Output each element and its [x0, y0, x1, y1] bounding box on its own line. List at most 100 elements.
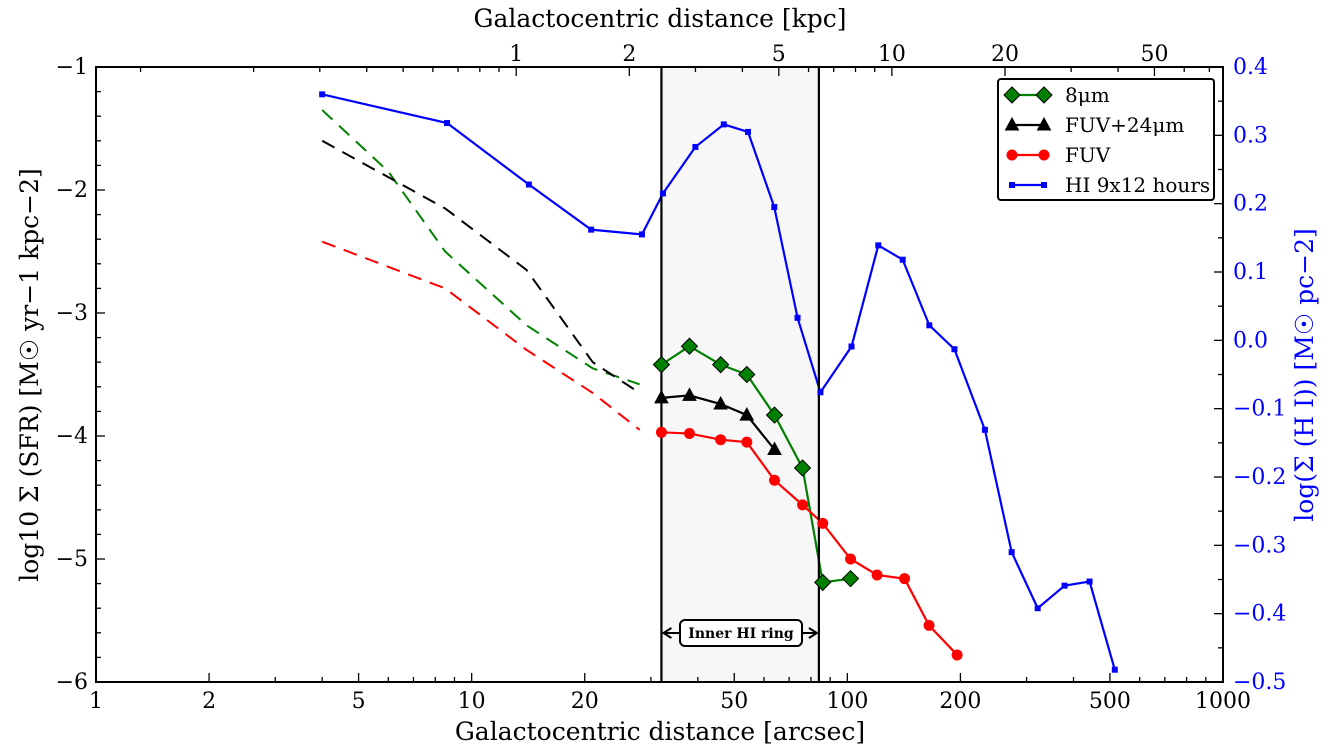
series-fuv-point	[769, 474, 781, 486]
series-8-m-point	[652, 355, 671, 374]
x-tick-label-top: 20	[991, 42, 1019, 67]
series-hi-9x12-hours-point	[588, 226, 595, 233]
legend-box	[997, 78, 1215, 201]
legend-marker-fuv	[1038, 149, 1050, 161]
legend-label-fuv: FUV	[1065, 143, 1111, 167]
y-tick-label-right: 0.1	[1233, 260, 1268, 285]
series-hi-9x12-hours-point	[444, 120, 451, 127]
ring-label: Inner HI ring	[688, 626, 794, 642]
legend-marker-fuv	[1006, 149, 1018, 161]
series-hi-9x12-hours-point	[817, 389, 824, 396]
x-tick-label-top: 2	[622, 42, 636, 67]
y-tick-label-right: −0.3	[1233, 533, 1286, 558]
ring-arrowhead-left	[661, 627, 672, 639]
legend-label-fuv-24-m: FUV+24μm	[1065, 113, 1184, 137]
series-fuv-point	[797, 499, 809, 511]
series-hi-9x12-hours-point	[848, 343, 855, 350]
x-tick-label-bottom: 50	[720, 689, 748, 714]
series-hi-9x12-hours-point	[1086, 578, 1093, 585]
series-hi-9x12-hours-point	[899, 256, 906, 263]
y-tick-label-left: −4	[56, 424, 88, 449]
x-tick-label-top: 50	[1140, 42, 1168, 67]
series-hi-9x12-hours-point	[659, 190, 666, 197]
series-fuv-point	[741, 436, 753, 448]
x-tick-label-bottom: 10	[458, 689, 486, 714]
y-tick-label-left: −5	[56, 547, 88, 572]
y-tick-label-right: 0.4	[1233, 55, 1268, 80]
x-tick-label-bottom: 100	[826, 689, 868, 714]
x-tick-label-top: 10	[878, 42, 906, 67]
series-hi-9x12-hours-point	[638, 231, 645, 238]
series-hi-9x12-hours-point	[720, 121, 727, 128]
series-8-m-point	[814, 573, 832, 592]
axis-ticks: 1 2 5 10 20 50 100 200 500 1000 1 2 5 10 20 50 −1 −2 −3 −4 −…	[56, 42, 1287, 714]
series-fuv-24-m-point	[682, 387, 697, 401]
x-tick-label-bottom: 1000	[1195, 689, 1251, 714]
series-fuv-point	[899, 573, 911, 585]
series-hi-9x12-hours-point	[319, 91, 326, 98]
x-tick-label-top: 1	[509, 42, 523, 67]
series-8-m-point	[841, 569, 860, 588]
series-fuv-point	[845, 553, 857, 565]
x-tick-label-top: 5	[772, 42, 786, 67]
ring-annotation: Inner HI ring	[661, 619, 819, 647]
y-tick-label-right: −0.4	[1233, 602, 1286, 627]
series-fuv-point	[817, 517, 829, 529]
x-tick-label-bottom: 5	[352, 689, 366, 714]
y-tick-label-right: 0.2	[1233, 192, 1268, 217]
series-8-m-point	[765, 406, 784, 424]
y-axis-title-right: log(Σ (H I)) [M☉ pc−2]	[1290, 228, 1319, 522]
legend-marker-8-m	[1003, 86, 1021, 104]
series-hi-9x12-hours-point	[926, 322, 933, 329]
series-hi-9x12-hours-point	[1034, 605, 1041, 612]
y-tick-label-left: −3	[56, 301, 88, 326]
series-markers	[319, 91, 1118, 673]
x-tick-label-bottom: 2	[202, 689, 216, 714]
series-hi-9x12-hours-point	[771, 204, 778, 211]
series-8-m-point	[793, 459, 812, 477]
series-hi-9x12-hours-point	[1008, 549, 1015, 556]
series-8-m-point	[738, 365, 756, 384]
y-tick-label-left: −2	[56, 178, 88, 203]
series-fuv-point	[655, 426, 667, 438]
series-fuv-24-m-point	[767, 441, 782, 456]
legend-marker-fuv-24-m	[1036, 116, 1052, 131]
x-tick-label-bottom: 1	[89, 689, 103, 714]
series-fuv-24-m-point	[739, 407, 755, 421]
series-8-m-dashed-line	[321, 109, 640, 386]
y-tick-label-left: −6	[56, 670, 88, 695]
series-hi-9x12-hours-point	[981, 426, 988, 433]
legend: 8μm FUV+24μm FUV HI 9x12 hours	[997, 78, 1215, 201]
series-fuv-24-m-dashed-line	[321, 139, 641, 394]
series-hi-9x12-hours-point	[1061, 582, 1068, 589]
y-tick-label-left: −1	[56, 55, 88, 80]
legend-marker-hi-9x12-hours	[1009, 182, 1015, 188]
y-tick-label-right: 0.3	[1233, 123, 1268, 148]
x-axis-title-top: Galactocentric distance [kpc]	[474, 4, 847, 33]
legend-marker-hi-9x12-hours	[1041, 182, 1047, 188]
x-tick-label-bottom: 200	[939, 689, 981, 714]
series-fuv-point	[951, 649, 963, 661]
series-fuv-dashed-line	[321, 240, 641, 431]
x-axis-title-bottom: Galactocentric distance [arcsec]	[455, 717, 865, 746]
series-8-m-point	[711, 355, 730, 374]
series-hi-9x12-hours-point	[1111, 666, 1118, 673]
series-hi-9x12-hours-point	[875, 242, 882, 249]
ring-label-box	[679, 619, 803, 647]
series-hi-9x12-hours-point	[951, 346, 958, 353]
y-axis-title-left: log10 Σ (SFR) [M☉ yr−1 kpc−2]	[15, 168, 44, 582]
y-tick-label-right: −0.2	[1233, 465, 1286, 490]
legend-label-hi-9x12-hours: HI 9x12 hours	[1065, 173, 1210, 197]
series-hi-9x12-hours-point	[692, 143, 699, 150]
x-tick-label-bottom: 20	[571, 689, 599, 714]
series-fuv-point	[923, 619, 935, 631]
y-tick-label-right: −0.5	[1233, 670, 1286, 695]
y-tick-label-right: −0.1	[1233, 397, 1286, 422]
series-fuv-24-m-point	[713, 395, 728, 410]
x-tick-label-bottom: 500	[1089, 689, 1131, 714]
series-fuv-24-m-point	[654, 389, 669, 404]
series-fuv-point	[871, 569, 883, 581]
series-fuv-point	[715, 434, 727, 446]
legend-marker-fuv-24-m	[1004, 116, 1020, 131]
